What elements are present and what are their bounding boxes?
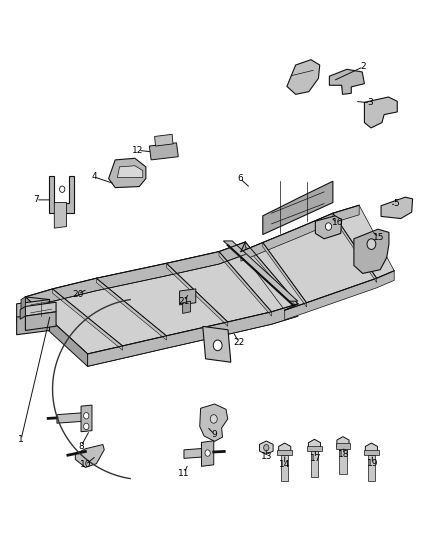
Polygon shape: [354, 229, 389, 273]
Circle shape: [205, 450, 210, 456]
Polygon shape: [368, 455, 375, 481]
Polygon shape: [281, 455, 288, 481]
Text: 22: 22: [233, 338, 244, 346]
Polygon shape: [53, 289, 123, 350]
Polygon shape: [149, 143, 178, 160]
Polygon shape: [54, 203, 67, 228]
Polygon shape: [279, 443, 291, 457]
Circle shape: [264, 445, 269, 451]
Polygon shape: [81, 405, 92, 432]
Polygon shape: [381, 197, 413, 219]
Circle shape: [213, 340, 222, 351]
Polygon shape: [88, 304, 298, 366]
Polygon shape: [201, 441, 214, 466]
Polygon shape: [277, 450, 292, 455]
Text: 11: 11: [178, 469, 190, 478]
Text: 16: 16: [332, 219, 343, 227]
Polygon shape: [25, 312, 56, 330]
Polygon shape: [17, 313, 49, 335]
Circle shape: [325, 223, 332, 230]
Polygon shape: [336, 443, 350, 449]
Text: 21: 21: [178, 297, 190, 305]
Polygon shape: [20, 306, 25, 319]
Polygon shape: [180, 289, 196, 305]
Text: 18: 18: [338, 450, 350, 459]
Polygon shape: [200, 404, 228, 441]
Text: 20: 20: [72, 290, 84, 298]
Polygon shape: [337, 437, 349, 450]
Text: 13: 13: [261, 453, 272, 461]
Polygon shape: [117, 166, 143, 177]
Polygon shape: [25, 297, 88, 366]
Polygon shape: [109, 158, 146, 188]
Circle shape: [84, 413, 89, 419]
Polygon shape: [364, 97, 397, 128]
Polygon shape: [287, 60, 320, 94]
Polygon shape: [263, 243, 307, 307]
Polygon shape: [75, 445, 104, 467]
Text: 15: 15: [373, 233, 385, 241]
Text: 14: 14: [279, 461, 290, 469]
Polygon shape: [315, 216, 342, 239]
Text: 7: 7: [33, 196, 39, 204]
Polygon shape: [245, 242, 298, 308]
Polygon shape: [25, 302, 56, 316]
Polygon shape: [241, 205, 359, 261]
Polygon shape: [307, 446, 322, 451]
Polygon shape: [49, 176, 74, 213]
Polygon shape: [183, 301, 191, 313]
Polygon shape: [223, 241, 298, 301]
Polygon shape: [57, 413, 86, 423]
Polygon shape: [364, 450, 379, 455]
Text: 6: 6: [237, 174, 243, 183]
Polygon shape: [25, 297, 88, 358]
Text: 1: 1: [18, 435, 24, 444]
Polygon shape: [155, 134, 173, 146]
Text: 3: 3: [367, 99, 373, 107]
Circle shape: [367, 239, 376, 249]
Text: 10: 10: [80, 461, 91, 469]
Text: 4: 4: [92, 173, 97, 181]
Text: 2: 2: [361, 62, 366, 71]
Polygon shape: [203, 326, 231, 362]
Circle shape: [60, 186, 65, 192]
Polygon shape: [25, 242, 298, 354]
Polygon shape: [17, 300, 49, 321]
Polygon shape: [308, 439, 321, 453]
Polygon shape: [219, 252, 272, 316]
Text: 19: 19: [367, 459, 378, 468]
Polygon shape: [259, 441, 273, 455]
Text: 17: 17: [310, 454, 321, 463]
Text: 5: 5: [393, 199, 399, 208]
Text: 9: 9: [212, 430, 218, 439]
Polygon shape: [166, 263, 228, 326]
Polygon shape: [333, 213, 377, 282]
Polygon shape: [311, 451, 318, 477]
Polygon shape: [285, 271, 394, 320]
Text: 8: 8: [78, 442, 84, 450]
Polygon shape: [329, 69, 364, 94]
Polygon shape: [184, 448, 212, 458]
Polygon shape: [21, 297, 25, 312]
Polygon shape: [96, 278, 166, 340]
Polygon shape: [25, 242, 245, 309]
Polygon shape: [263, 181, 333, 235]
Polygon shape: [241, 205, 394, 310]
Polygon shape: [365, 443, 378, 457]
Circle shape: [210, 415, 217, 423]
Circle shape: [84, 423, 89, 430]
Polygon shape: [339, 449, 346, 474]
Text: 12: 12: [132, 146, 144, 155]
